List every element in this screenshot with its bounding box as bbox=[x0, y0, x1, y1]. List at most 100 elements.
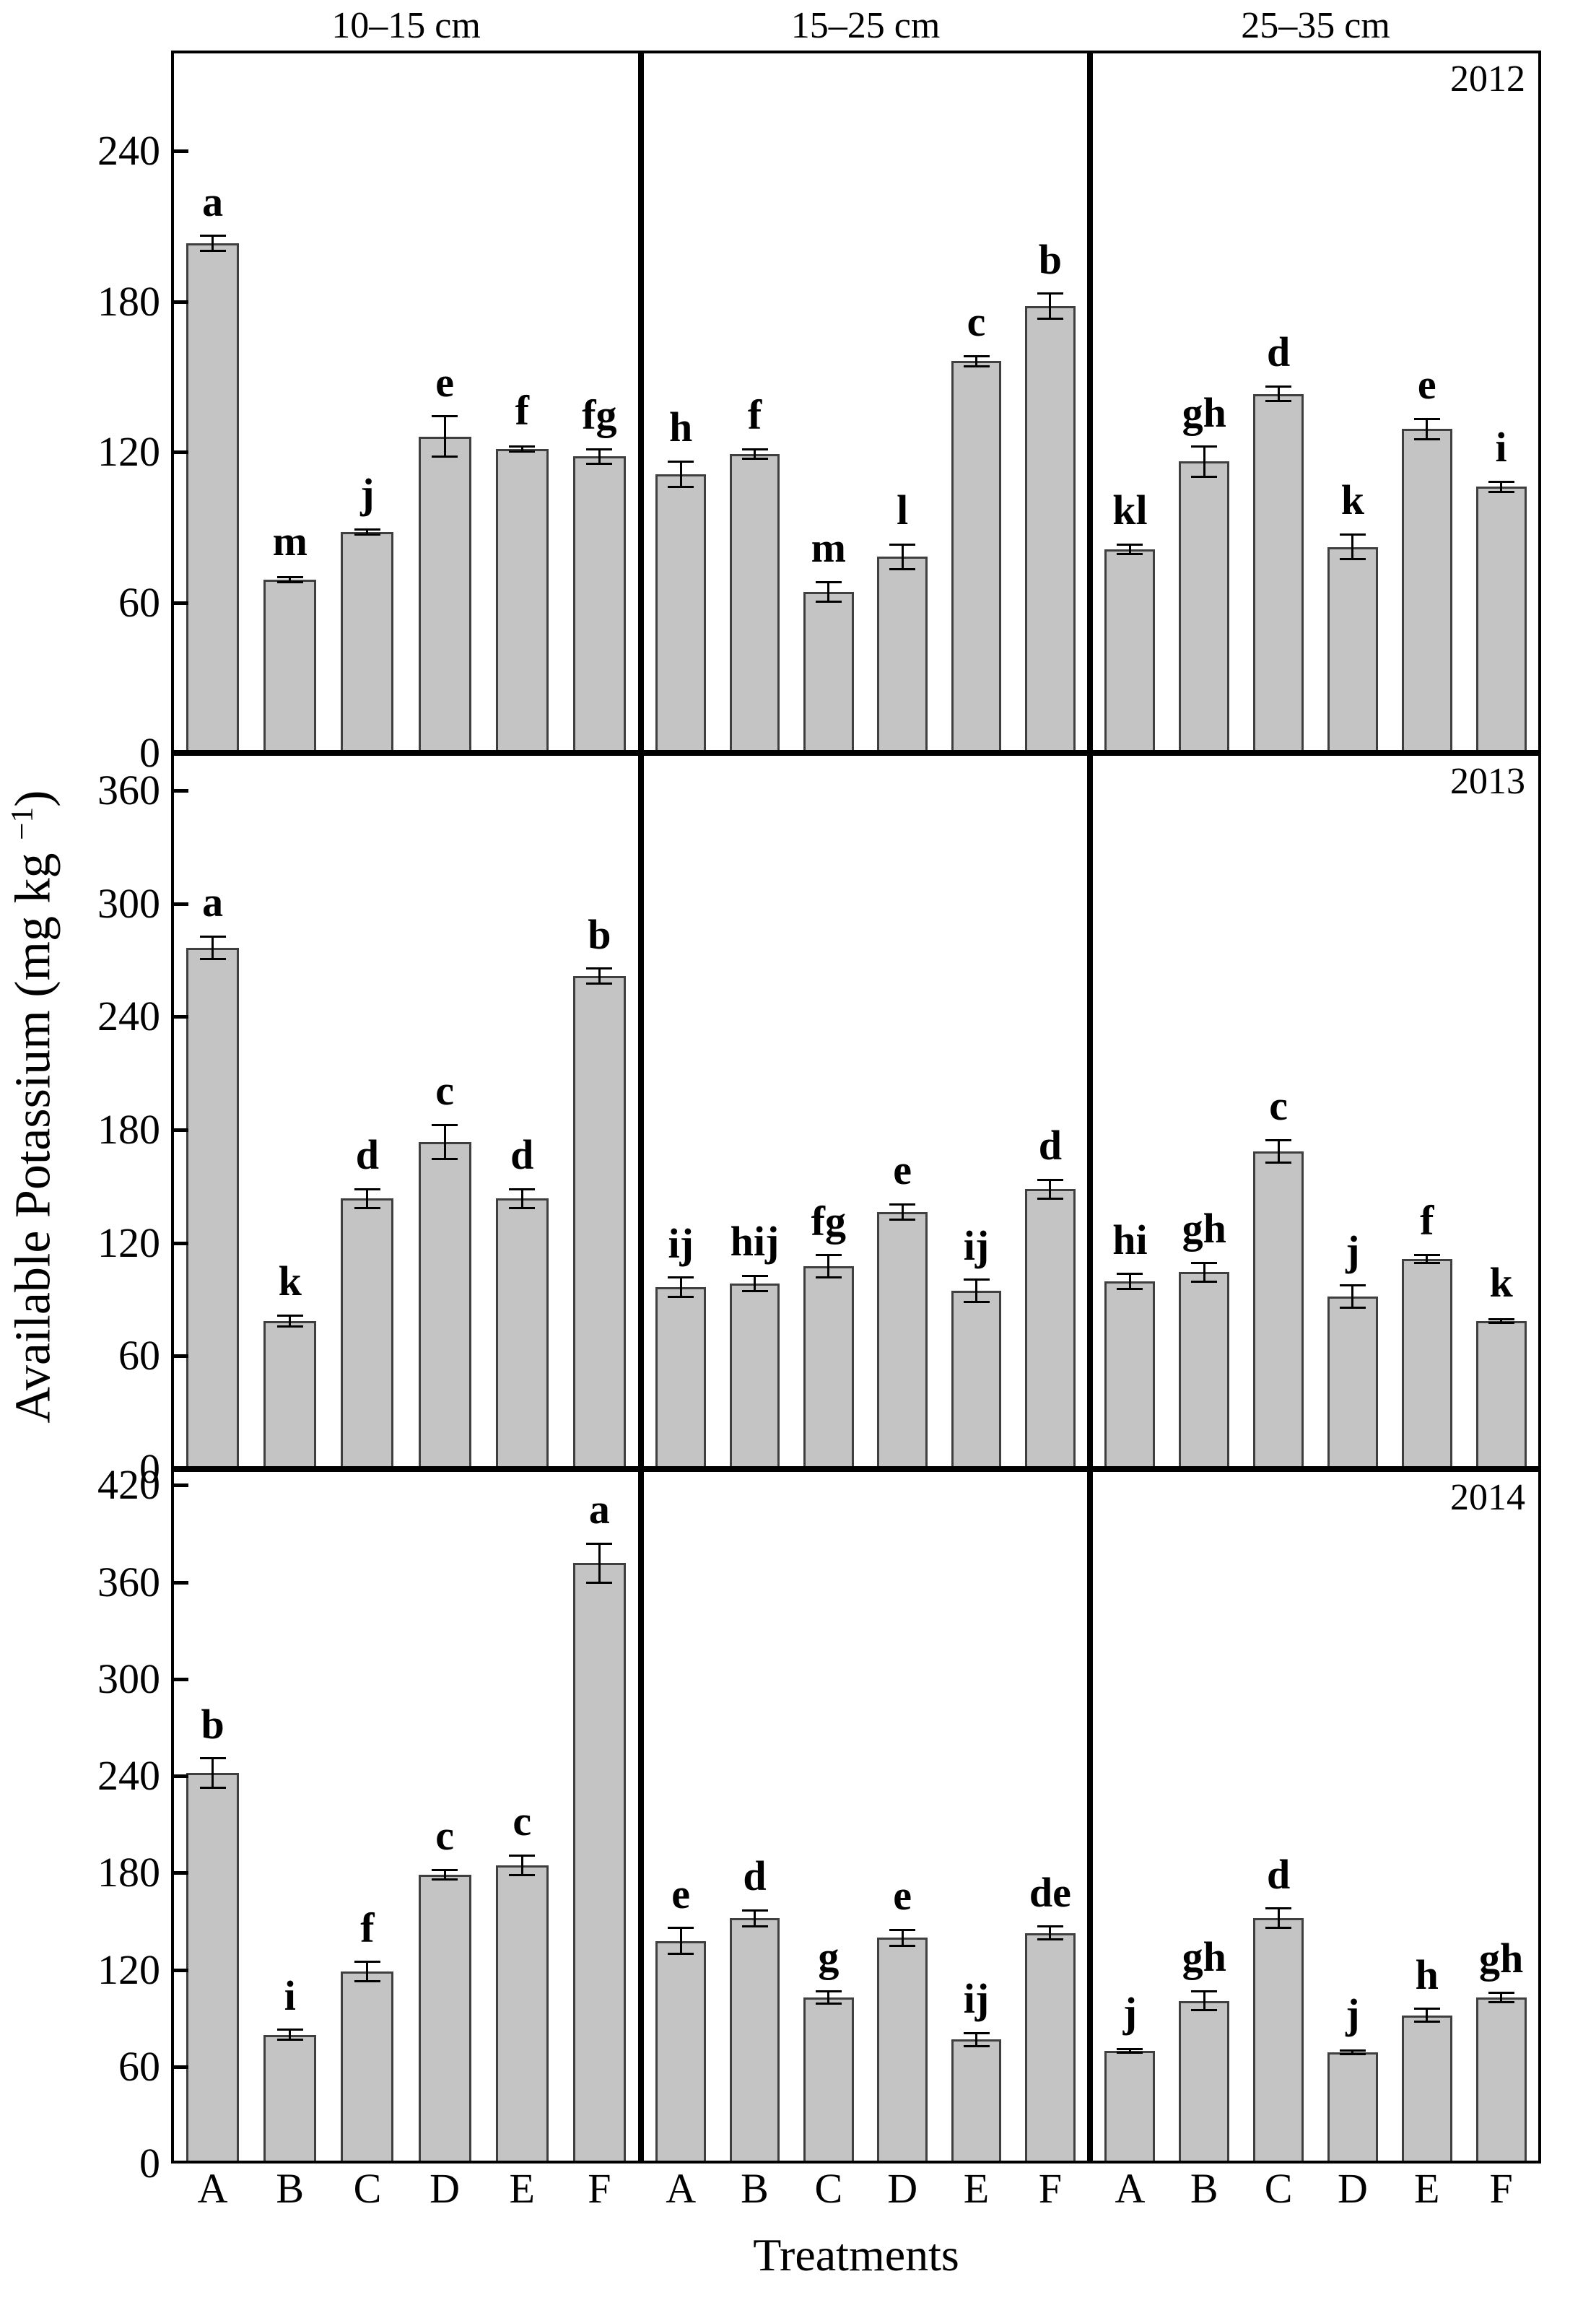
y-tick-label-2014-420: 420 bbox=[97, 1461, 160, 1509]
y-tick-mark bbox=[174, 1677, 188, 1681]
sig-letter-2014-D: c bbox=[435, 1812, 454, 1860]
error-bar-cap-upper bbox=[1265, 1138, 1292, 1141]
error-bar-cap-lower bbox=[432, 1157, 458, 1160]
error-bar-2014-E bbox=[520, 1855, 523, 1875]
panel-2013-15-25-cm: ij hij fg e ij d bbox=[641, 753, 1090, 1469]
bar-2013-E bbox=[1401, 1258, 1452, 1466]
y-tick-mark bbox=[174, 601, 188, 605]
error-bar-cap-lower bbox=[1037, 1938, 1063, 1940]
sig-letter-2013-B: k bbox=[278, 1258, 302, 1305]
error-bar-cap-lower bbox=[741, 1289, 768, 1292]
sig-letter-2013-A: hi bbox=[1112, 1216, 1148, 1263]
error-bar-2012-D bbox=[901, 544, 904, 570]
bar-2012-B bbox=[729, 453, 780, 750]
error-bar-2012-E bbox=[520, 446, 523, 452]
error-bar-cap-lower bbox=[889, 568, 916, 571]
error-bar-cap-lower bbox=[889, 1944, 916, 1947]
panel-2013-10-15-cm: a k d c d b bbox=[171, 753, 641, 1469]
error-bar-cap-lower bbox=[1265, 1162, 1292, 1164]
error-bar-cap-lower bbox=[668, 485, 694, 488]
error-bar-cap-lower bbox=[1339, 1307, 1366, 1310]
error-bar-cap-lower bbox=[432, 455, 458, 458]
sig-letter-2012-F: b bbox=[1038, 235, 1062, 283]
error-bar-cap-lower bbox=[199, 249, 226, 252]
error-bar-2012-F bbox=[1500, 482, 1503, 492]
error-bar-2014-B bbox=[289, 2029, 292, 2040]
bar-2012-C bbox=[341, 531, 394, 750]
error-bar-cap-lower bbox=[354, 533, 380, 536]
sig-letter-2014-A: b bbox=[201, 1700, 224, 1748]
sig-letter-2014-B: d bbox=[743, 1852, 767, 1900]
panel-2012-15-25-cm: h f m l c b bbox=[641, 51, 1090, 753]
bar-2014-E bbox=[951, 2039, 1002, 2161]
error-bar-cap-upper bbox=[276, 1314, 303, 1317]
error-bar-2014-D bbox=[443, 1870, 446, 1880]
bar-2014-B bbox=[1179, 2000, 1230, 2161]
bar-2013-C bbox=[1253, 1151, 1304, 1466]
y-tick-mark bbox=[174, 1774, 188, 1779]
bar-2012-D bbox=[877, 557, 928, 750]
error-bar-2012-B bbox=[1203, 446, 1205, 477]
error-bar-cap-upper bbox=[889, 1203, 916, 1206]
sig-letter-2014-E: h bbox=[1415, 1951, 1439, 1998]
error-bar-cap-upper bbox=[1265, 1907, 1292, 1910]
error-bar-2014-E bbox=[975, 2033, 977, 2047]
bar-2013-F bbox=[1475, 1321, 1527, 1466]
sig-letter-2012-E: c bbox=[967, 298, 986, 346]
y-tick-label-2012-240: 240 bbox=[97, 127, 160, 174]
sig-letter-2014-A: e bbox=[671, 1870, 691, 1917]
error-bar-2013-B bbox=[754, 1276, 756, 1291]
error-bar-2014-F bbox=[598, 1543, 601, 1583]
error-bar-cap-upper bbox=[586, 448, 613, 450]
error-bar-2013-F bbox=[1049, 1180, 1052, 1199]
error-bar-cap-upper bbox=[668, 460, 694, 463]
error-bar-2013-E bbox=[975, 1279, 977, 1302]
panel-2014-25-35-cm: 2014 j gh d j h gh bbox=[1090, 1469, 1541, 2164]
error-bar-cap-lower bbox=[586, 463, 613, 466]
bar-2013-E bbox=[495, 1198, 549, 1466]
sig-letter-2012-A: h bbox=[669, 404, 693, 451]
error-bar-cap-lower bbox=[1191, 1280, 1218, 1283]
error-bar-cap-upper bbox=[432, 1868, 458, 1871]
error-bar-cap-upper bbox=[1191, 445, 1218, 448]
error-bar-cap-upper bbox=[1413, 1254, 1440, 1257]
error-bar-cap-upper bbox=[586, 967, 613, 970]
error-bar-cap-upper bbox=[276, 575, 303, 578]
error-bar-cap-upper bbox=[1265, 385, 1292, 388]
sig-letter-2012-C: j bbox=[360, 469, 375, 517]
bar-2014-A bbox=[1104, 2050, 1156, 2161]
error-bar-cap-upper bbox=[1117, 1273, 1143, 1276]
sig-letter-2012-C: m bbox=[811, 524, 846, 572]
sig-letter-2013-F: d bbox=[1038, 1122, 1062, 1169]
panel-2014-15-25-cm: e d g e ij de bbox=[641, 1469, 1090, 2164]
error-bar-cap-upper bbox=[199, 935, 226, 938]
y-tick-label-2014-60: 60 bbox=[118, 2042, 160, 2090]
error-bar-cap-upper bbox=[1117, 2048, 1143, 2051]
error-bar-cap-lower bbox=[509, 450, 536, 453]
x-tick-label-2-A: A bbox=[666, 2165, 697, 2212]
error-bar-2013-A bbox=[679, 1277, 682, 1297]
sig-letter-2014-E: ij bbox=[963, 1975, 990, 2023]
sig-letter-2014-C: d bbox=[1266, 1850, 1291, 1898]
error-bar-cap-upper bbox=[509, 1854, 536, 1857]
error-bar-2014-D bbox=[901, 1930, 904, 1946]
x-axis-label: Treatments bbox=[753, 2229, 959, 2280]
error-bar-cap-lower bbox=[199, 1786, 226, 1789]
error-bar-2014-A bbox=[212, 1758, 214, 1788]
y-tick-label-2012-120: 120 bbox=[97, 428, 160, 475]
y-tick-label-2014-120: 120 bbox=[97, 1945, 160, 1993]
error-bar-2012-F bbox=[1049, 293, 1052, 319]
error-bar-cap-lower bbox=[741, 458, 768, 461]
bar-2014-E bbox=[1401, 2015, 1452, 2161]
x-tick-label-1-C: C bbox=[353, 2165, 382, 2212]
error-bar-2013-D bbox=[901, 1204, 904, 1219]
sig-letter-2013-A: a bbox=[202, 879, 224, 926]
error-bar-2012-D bbox=[443, 416, 446, 457]
y-tick-mark bbox=[174, 1015, 188, 1019]
sig-letter-2014-F: a bbox=[588, 1486, 610, 1533]
y-tick-label-2013-240: 240 bbox=[97, 993, 160, 1040]
error-bar-cap-lower bbox=[509, 1206, 536, 1209]
y-tick-label-2014-0: 0 bbox=[139, 2140, 160, 2187]
error-bar-cap-upper bbox=[354, 1961, 380, 1964]
error-bar-2014-C bbox=[827, 1991, 830, 2004]
